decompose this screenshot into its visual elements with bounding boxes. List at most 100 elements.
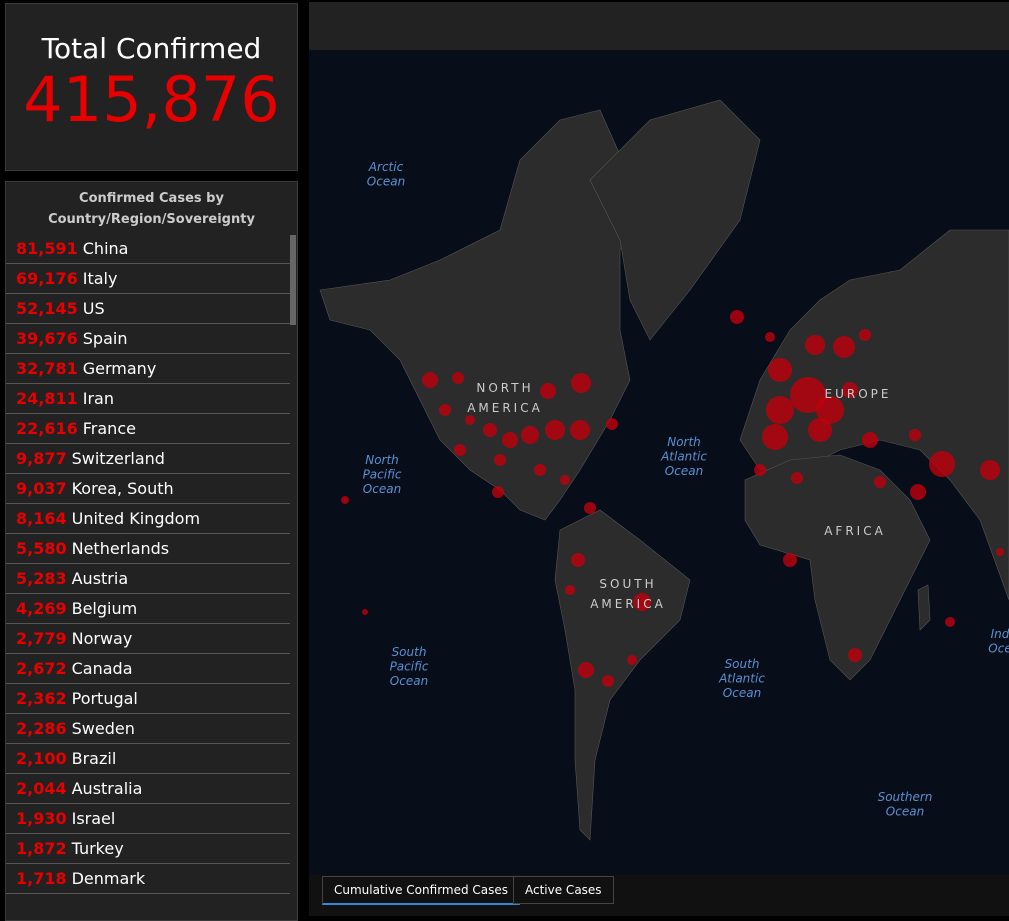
ocean-label: Ocean	[886, 805, 924, 819]
case-count: 9,037	[16, 479, 67, 498]
case-marker	[570, 420, 590, 440]
case-marker	[521, 426, 539, 444]
country-row[interactable]: 2,672 Canada	[6, 654, 290, 684]
country-row[interactable]: 22,616 France	[6, 414, 290, 444]
country-row[interactable]: 9,877 Switzerland	[6, 444, 290, 474]
case-marker	[454, 444, 466, 456]
continent-label: EUROPE	[825, 387, 892, 401]
case-marker	[791, 472, 803, 484]
continent-label: AFRICA	[824, 524, 886, 538]
case-marker	[816, 396, 844, 424]
country-row[interactable]: 52,145 US	[6, 294, 290, 324]
country-row[interactable]: 5,283 Austria	[6, 564, 290, 594]
case-marker	[502, 432, 518, 448]
ocean-label: South	[725, 657, 760, 671]
case-marker	[606, 418, 618, 430]
ocean-label: Pacific	[363, 468, 402, 482]
country-name: US	[82, 299, 105, 318]
scrollbar[interactable]	[290, 235, 296, 325]
country-list: Confirmed Cases by Country/Region/Soverei…	[5, 181, 298, 921]
case-marker	[439, 404, 451, 416]
country-name: Turkey	[71, 839, 124, 858]
country-row[interactable]: 2,100 Brazil	[6, 744, 290, 774]
case-marker	[910, 484, 926, 500]
country-row[interactable]: 5,580 Netherlands	[6, 534, 290, 564]
map-labels: ArcticOceanNorthPacificOceanNorthAtlanti…	[363, 160, 1009, 819]
country-name: Belgium	[71, 599, 138, 618]
country-row[interactable]: 8,164 United Kingdom	[6, 504, 290, 534]
ocean-label: North	[667, 435, 701, 449]
country-row[interactable]: 1,872 Turkey	[6, 834, 290, 864]
case-marker	[859, 329, 871, 341]
case-marker	[765, 332, 775, 342]
country-name: Sweden	[71, 719, 135, 738]
ocean-label: Pacific	[390, 660, 429, 674]
ocean-label: Atlantic	[718, 672, 765, 686]
country-row[interactable]: 2,362 Portugal	[6, 684, 290, 714]
ocean-label: Ocean	[723, 686, 761, 700]
continent-label: AMERICA	[467, 401, 543, 415]
ocean-label: Atlantic	[660, 450, 707, 464]
case-count: 2,100	[16, 749, 67, 768]
country-row[interactable]: 9,037 Korea, South	[6, 474, 290, 504]
country-name: Portugal	[71, 689, 138, 708]
country-row[interactable]: 2,044 Australia	[6, 774, 290, 804]
country-name: United Kingdom	[71, 509, 201, 528]
case-marker	[808, 418, 832, 442]
case-marker	[996, 548, 1004, 556]
case-count: 22,616	[16, 419, 78, 438]
case-marker	[483, 423, 497, 437]
case-count: 9,877	[16, 449, 67, 468]
country-name: Switzerland	[71, 449, 165, 468]
case-marker	[492, 486, 504, 498]
list-header-line: Confirmed Cases by	[79, 191, 224, 206]
case-marker	[452, 372, 464, 384]
map[interactable]: ArcticOceanNorthPacificOceanNorthAtlanti…	[309, 50, 1009, 875]
case-marker	[565, 585, 575, 595]
country-row[interactable]: 69,176 Italy	[6, 264, 290, 294]
country-row[interactable]: 1,718 Denmark	[6, 864, 290, 894]
case-count: 69,176	[16, 269, 78, 288]
country-name: Australia	[71, 779, 143, 798]
case-marker	[945, 617, 955, 627]
case-marker	[790, 377, 826, 413]
country-row[interactable]: 81,591 China	[6, 234, 290, 264]
case-count: 32,781	[16, 359, 78, 378]
case-marker	[783, 553, 797, 567]
case-marker	[633, 593, 651, 611]
case-marker	[833, 336, 855, 358]
tab[interactable]: Active Cases	[513, 876, 614, 904]
tab-bar: Cumulative Confirmed Cases Active Cases	[309, 875, 1009, 916]
country-row[interactable]: 32,781 Germany	[6, 354, 290, 384]
case-count: 1,930	[16, 809, 67, 828]
case-marker	[874, 476, 886, 488]
ocean-label: Ocean	[665, 464, 703, 478]
rows: 81,591 China 69,176 Italy 52,145 US 39,676 Spai…	[6, 234, 297, 894]
country-name: Norway	[71, 629, 133, 648]
case-marker	[980, 460, 1000, 480]
country-name: Korea, South	[71, 479, 174, 498]
case-marker	[805, 335, 825, 355]
country-row[interactable]: 2,779 Norway	[6, 624, 290, 654]
case-marker	[571, 553, 585, 567]
tab[interactable]: Cumulative Confirmed Cases	[322, 876, 521, 905]
country-row[interactable]: 24,811 Iran	[6, 384, 290, 414]
case-marker	[341, 496, 349, 504]
country-row[interactable]: 39,676 Spain	[6, 324, 290, 354]
country-name: Brazil	[71, 749, 117, 768]
map-toolbar	[309, 2, 1009, 50]
case-marker	[627, 655, 637, 665]
case-marker	[584, 502, 596, 514]
total-title: Total Confirmed	[41, 32, 262, 65]
country-name: Iran	[82, 389, 114, 408]
case-count: 39,676	[16, 329, 78, 348]
country-row[interactable]: 1,930 Israel	[6, 804, 290, 834]
country-name: Germany	[82, 359, 157, 378]
case-marker	[909, 429, 921, 441]
case-marker	[766, 396, 794, 424]
ocean-label: Southern	[878, 790, 933, 804]
case-marker	[545, 420, 565, 440]
ocean-label: Arctic	[368, 160, 404, 174]
country-row[interactable]: 2,286 Sweden	[6, 714, 290, 744]
country-row[interactable]: 4,269 Belgium	[6, 594, 290, 624]
